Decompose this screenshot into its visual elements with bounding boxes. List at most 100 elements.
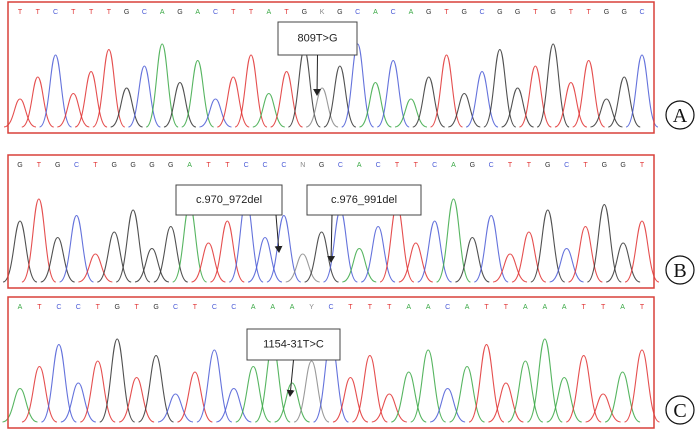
base-letter: T <box>387 304 392 311</box>
trace-peak <box>274 382 310 423</box>
trace-peak <box>216 387 252 423</box>
base-letter: T <box>414 162 419 169</box>
base-letter: G <box>302 9 307 16</box>
annotation-arrow <box>286 359 295 397</box>
panel-label-circle <box>665 100 695 130</box>
base-letter: G <box>602 162 607 169</box>
base-letter: T <box>484 304 489 311</box>
base-letter: T <box>96 304 101 311</box>
trace-peak <box>565 354 602 423</box>
trace-peak <box>217 76 250 128</box>
trace-peak <box>332 376 369 423</box>
base-letter: A <box>290 304 295 311</box>
trace-peak <box>492 253 528 283</box>
base-letter: C <box>56 304 61 311</box>
base-letter: T <box>89 9 94 16</box>
trace-peak <box>110 87 143 128</box>
base-letter: C <box>262 162 267 169</box>
trace-peak <box>247 236 283 283</box>
base-letter: T <box>583 162 588 169</box>
trace-peak <box>391 371 427 423</box>
base-letter: T <box>508 162 513 169</box>
base-letter: A <box>266 9 271 16</box>
base-letter: T <box>71 9 76 16</box>
base-letter: G <box>545 162 550 169</box>
trace-peak <box>118 376 155 423</box>
annotation-box <box>175 184 283 216</box>
trace-peak <box>585 393 621 423</box>
base-letter: N <box>300 162 305 169</box>
trace-peak <box>41 343 77 423</box>
trace-peak <box>473 214 509 283</box>
panel-label-circle <box>665 255 695 285</box>
trace-peak <box>488 382 524 423</box>
base-letter: G <box>112 162 117 169</box>
base-letter: A <box>270 304 275 311</box>
trace-peak <box>536 43 570 128</box>
base-letter: A <box>187 162 192 169</box>
base-letter: T <box>527 162 532 169</box>
base-letter: G <box>337 9 342 16</box>
trace-peak <box>181 59 214 128</box>
base-letter: A <box>195 9 200 16</box>
trace-peak <box>2 220 38 283</box>
panel-label: A <box>673 105 688 127</box>
trace-peak <box>430 54 463 128</box>
trace-peak <box>530 209 566 283</box>
base-letter: C <box>639 9 644 16</box>
panel-label: B <box>673 260 686 282</box>
base-letter: A <box>426 304 431 311</box>
base-letter: G <box>55 162 60 169</box>
panel-frame <box>7 296 655 429</box>
trace-peak <box>359 81 392 128</box>
base-letter: T <box>601 304 606 311</box>
base-letter: G <box>497 9 502 16</box>
trace-peak <box>92 48 126 128</box>
base-letter: C <box>142 9 147 16</box>
trace-peak <box>199 98 232 128</box>
trace-peak <box>145 43 179 128</box>
base-letter: T <box>249 9 254 16</box>
trace-peak <box>507 360 544 423</box>
base-letter: T <box>504 304 509 311</box>
base-letter: G <box>149 162 154 169</box>
annotation-arrow <box>274 214 283 253</box>
trace-peak <box>293 360 330 423</box>
annotation-box <box>246 328 341 361</box>
base-letter: T <box>640 162 645 169</box>
base-letter: G <box>177 9 182 16</box>
base-letter: C <box>173 304 178 311</box>
trace-peak <box>394 98 428 128</box>
base-letter: G <box>168 162 173 169</box>
trace-peak <box>172 203 208 283</box>
trace-peak <box>511 231 547 283</box>
trace-peak <box>465 70 499 128</box>
base-letter: T <box>36 9 41 16</box>
base-letter: G <box>114 304 119 311</box>
trace-peak <box>448 92 481 128</box>
base-letter: G <box>153 304 158 311</box>
trace-peak <box>270 70 303 128</box>
trace-peak <box>398 242 433 283</box>
base-letter: A <box>18 304 23 311</box>
base-letter: C <box>213 9 218 16</box>
base-letter: C <box>338 162 343 169</box>
trace-peak <box>21 365 58 423</box>
base-letter: T <box>582 304 587 311</box>
trace-peak <box>196 349 233 423</box>
base-letter: T <box>395 162 400 169</box>
base-letter: A <box>451 162 456 169</box>
trace-peak <box>501 87 534 128</box>
base-letter: T <box>18 9 23 16</box>
annotation-arrow <box>313 54 322 96</box>
base-letter: Y <box>309 304 314 311</box>
trace-peak <box>97 231 132 283</box>
trace-peak <box>468 343 505 423</box>
trace-peak <box>177 371 213 423</box>
trace-peak <box>39 54 72 128</box>
trace-peak <box>483 48 517 128</box>
base-letter: C <box>76 304 81 311</box>
trace-peak <box>191 242 226 283</box>
trace-peak <box>604 371 641 423</box>
